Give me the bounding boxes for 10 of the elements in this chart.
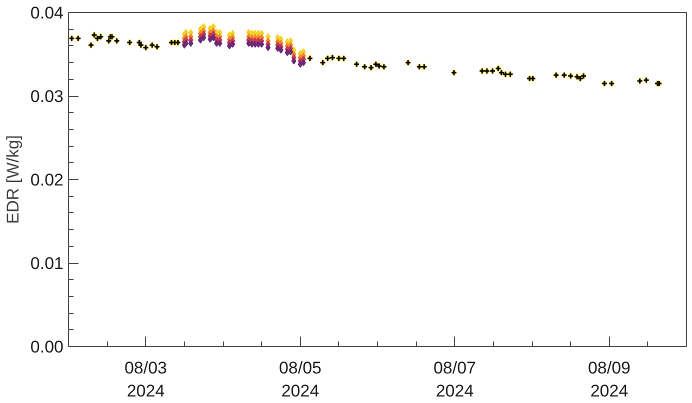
x-tick-label: 08/07 2024 [433, 358, 476, 400]
y-tick-label: 0.03 [30, 87, 64, 106]
y-tick-label: 0.02 [30, 170, 64, 190]
x-tick-label: 08/05 2024 [278, 358, 322, 400]
y-tick-label: 0.01 [30, 254, 64, 273]
x-tick-label: 08/09 2024 [588, 358, 631, 400]
y-tick-label: 0.04 [30, 4, 64, 22]
y-tick-label: 0.00 [30, 338, 64, 356]
x-tick-label: 08/03 2024 [124, 358, 168, 400]
y-axis-title: EDR [W/kg] [3, 135, 22, 224]
